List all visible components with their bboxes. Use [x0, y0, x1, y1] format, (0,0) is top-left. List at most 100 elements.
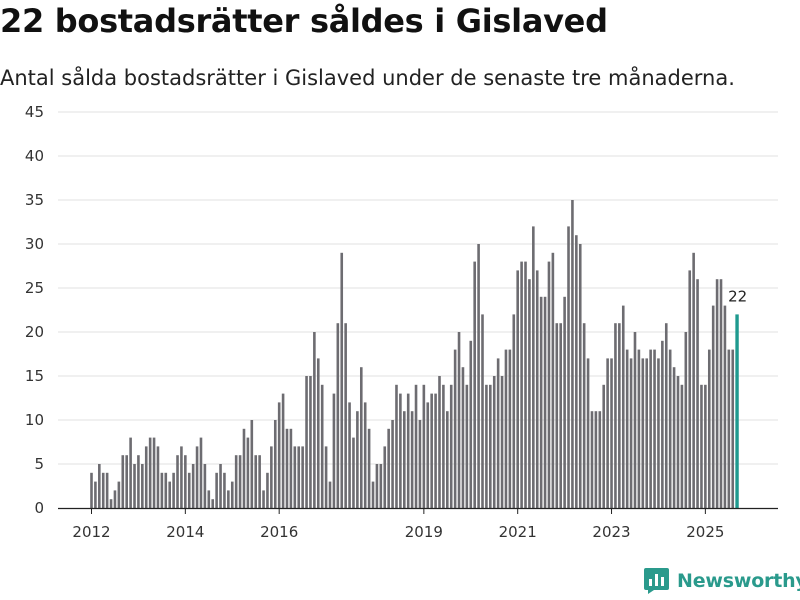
bar[interactable] [449, 384, 453, 508]
bar[interactable] [602, 384, 606, 508]
bar[interactable] [485, 384, 488, 508]
bar[interactable] [105, 472, 109, 508]
bar[interactable] [227, 490, 230, 508]
bar[interactable] [598, 411, 602, 508]
bar[interactable] [582, 323, 586, 508]
bar[interactable] [661, 340, 664, 508]
bar[interactable] [148, 437, 152, 508]
bar[interactable] [508, 349, 512, 508]
bar[interactable] [512, 314, 516, 508]
bar[interactable] [461, 367, 465, 508]
bar[interactable] [98, 464, 101, 508]
bar[interactable] [211, 499, 215, 508]
bar[interactable] [316, 358, 320, 508]
bar[interactable] [187, 472, 191, 508]
bar[interactable] [559, 323, 562, 508]
bar[interactable] [379, 464, 383, 508]
bar[interactable] [672, 367, 676, 508]
bar[interactable] [184, 455, 187, 508]
bar[interactable] [328, 481, 332, 508]
bar[interactable] [731, 349, 735, 508]
bar[interactable] [555, 323, 559, 508]
bar[interactable] [500, 376, 504, 508]
bar[interactable] [664, 323, 668, 508]
bar[interactable] [391, 420, 394, 508]
bar[interactable] [399, 393, 402, 508]
bar[interactable] [457, 332, 461, 508]
bar[interactable] [492, 376, 496, 508]
bar[interactable] [563, 296, 566, 508]
bar[interactable] [586, 358, 590, 508]
bar[interactable] [504, 349, 508, 508]
bar[interactable] [246, 437, 250, 508]
bar[interactable] [320, 384, 324, 508]
bar[interactable] [418, 420, 422, 508]
bar[interactable] [94, 481, 97, 508]
bar[interactable] [313, 332, 316, 508]
bar[interactable] [109, 499, 113, 508]
bar[interactable] [156, 446, 160, 508]
bar[interactable] [383, 446, 387, 508]
bar[interactable] [258, 455, 261, 508]
bar[interactable] [250, 420, 254, 508]
bar[interactable] [578, 244, 582, 508]
bar[interactable] [614, 323, 617, 508]
bar[interactable] [301, 446, 304, 508]
bar[interactable] [410, 411, 414, 508]
bar[interactable] [129, 437, 132, 508]
bar[interactable] [332, 393, 336, 508]
bar[interactable] [191, 464, 195, 508]
bar[interactable] [707, 349, 711, 508]
bar[interactable] [101, 472, 105, 508]
bar[interactable] [281, 393, 285, 508]
bar[interactable] [465, 384, 469, 508]
bar[interactable] [176, 455, 179, 508]
bar[interactable] [207, 490, 211, 508]
bar[interactable] [535, 270, 539, 508]
bar[interactable] [426, 402, 430, 508]
bar[interactable] [180, 446, 183, 508]
bar[interactable] [195, 446, 199, 508]
bar[interactable] [469, 340, 473, 508]
bar[interactable] [621, 305, 625, 508]
bar[interactable] [496, 358, 500, 508]
bar[interactable] [254, 455, 258, 508]
bar[interactable] [219, 464, 222, 508]
bar[interactable] [684, 332, 688, 508]
bar[interactable] [438, 376, 441, 508]
bar[interactable] [473, 261, 476, 508]
bar[interactable] [348, 402, 351, 508]
bar[interactable] [356, 411, 359, 508]
bar[interactable] [297, 446, 301, 508]
bar[interactable] [270, 446, 273, 508]
bar[interactable] [606, 358, 609, 508]
bar[interactable] [305, 376, 308, 508]
bar[interactable] [434, 393, 437, 508]
bar[interactable] [539, 296, 543, 508]
bar[interactable] [403, 411, 406, 508]
bar[interactable] [352, 437, 355, 508]
bar[interactable] [477, 244, 480, 508]
bar[interactable] [234, 455, 238, 508]
bar[interactable] [618, 323, 621, 508]
bar[interactable] [117, 481, 121, 508]
bar[interactable] [489, 384, 492, 508]
bar[interactable] [137, 455, 140, 508]
bar[interactable] [152, 437, 156, 508]
bar[interactable] [571, 200, 574, 508]
bar[interactable] [273, 420, 277, 508]
bar[interactable] [688, 270, 692, 508]
bar[interactable] [481, 314, 484, 508]
bar[interactable] [141, 464, 144, 508]
bar[interactable] [653, 349, 656, 508]
bar[interactable] [133, 464, 136, 508]
bar[interactable] [277, 402, 281, 508]
bar[interactable] [680, 384, 684, 508]
bar[interactable] [172, 472, 175, 508]
bar[interactable] [711, 305, 715, 508]
bar[interactable] [528, 279, 531, 508]
newsworthy-logo[interactable]: Newsworthy [644, 568, 800, 594]
bar[interactable] [629, 358, 633, 508]
bar[interactable] [547, 261, 551, 508]
bar[interactable] [723, 305, 727, 508]
